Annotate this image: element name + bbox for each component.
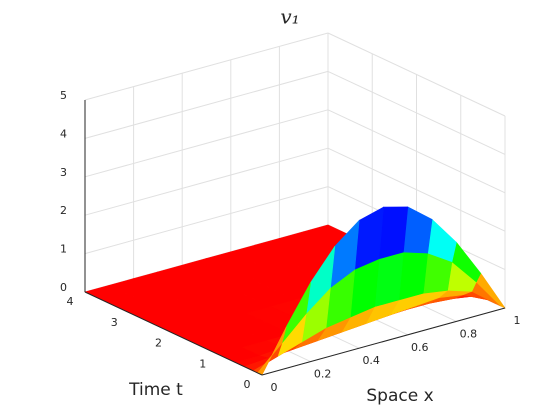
grid-line bbox=[84, 186, 329, 255]
surface-patch bbox=[398, 251, 429, 301]
grid-line bbox=[327, 147, 506, 232]
z-tick-label: 3 bbox=[60, 166, 67, 179]
x-tick-label: 0 bbox=[271, 381, 278, 394]
z-tick-label: 2 bbox=[60, 204, 67, 217]
grid-line bbox=[327, 70, 506, 155]
grid-line bbox=[84, 32, 329, 101]
grid-line bbox=[327, 109, 506, 194]
z-tick-label: 5 bbox=[60, 89, 67, 102]
grid-line bbox=[327, 32, 506, 117]
y-tick-label: 3 bbox=[111, 316, 118, 329]
x-tick-label: 1 bbox=[514, 314, 521, 327]
grid-line bbox=[84, 147, 329, 216]
x-axis-label: Space x bbox=[366, 386, 433, 406]
surface-patch bbox=[403, 206, 433, 254]
z-tick-label: 1 bbox=[60, 243, 67, 256]
x-axis-line bbox=[261, 307, 506, 376]
z-tick-label: 4 bbox=[60, 127, 67, 140]
x-tick-label: 0.4 bbox=[362, 354, 380, 367]
x-tick-label: 0.8 bbox=[460, 327, 478, 340]
grid-line bbox=[84, 70, 329, 139]
y-tick-label: 1 bbox=[199, 357, 206, 370]
grid-line bbox=[84, 109, 329, 178]
z-tick-label: 0 bbox=[60, 281, 67, 294]
surface-patch bbox=[378, 206, 409, 260]
y-axis-label: Time t bbox=[128, 380, 183, 400]
y-axis-line bbox=[84, 291, 263, 376]
y-tick-label: 2 bbox=[155, 337, 162, 350]
x-tick-label: 0.6 bbox=[411, 341, 429, 354]
chart-title: v₁ bbox=[280, 5, 299, 29]
y-tick-label: 0 bbox=[244, 378, 251, 391]
x-tick-label: 0.2 bbox=[314, 368, 332, 381]
y-tick-label: 4 bbox=[67, 295, 74, 308]
